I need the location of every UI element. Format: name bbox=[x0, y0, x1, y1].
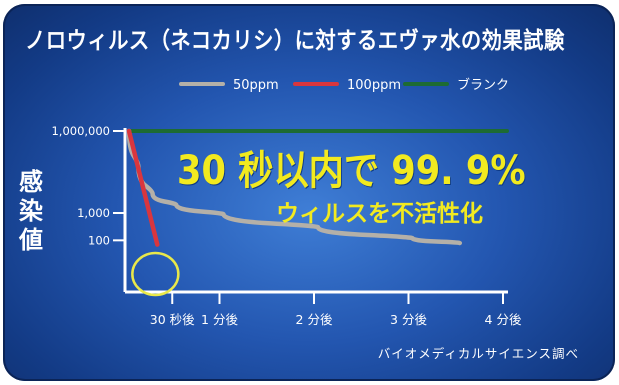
y-tick-label: 100 bbox=[88, 233, 110, 247]
legend-label-1: 100ppm bbox=[347, 78, 401, 93]
x-tick-label: 4 分後 bbox=[485, 312, 522, 327]
subheadline-text: ウィルスを不活性化 bbox=[276, 201, 483, 227]
y-tick-label: 1,000 bbox=[77, 206, 110, 220]
y-axis-label-char: 値 bbox=[18, 226, 43, 254]
series-lines bbox=[126, 128, 509, 247]
x-tick-label: 3 分後 bbox=[390, 312, 427, 327]
y-axis-label: 感染値 bbox=[18, 168, 43, 254]
chart-svg: 50ppm 100ppm ブランク 感染値 1,000,000 1,000 100 30 … bbox=[18, 77, 522, 327]
x-tick-label: 2 分後 bbox=[296, 312, 333, 327]
axes bbox=[123, 128, 508, 294]
highlight-circle-shape bbox=[131, 251, 180, 297]
y-tick-label: 1,000,000 bbox=[51, 124, 110, 138]
source-caption: バイオメディカルサイエンス調べ bbox=[377, 346, 579, 361]
chart-panel: ノロウィルス（ネコカリシ）に対するエヴァ水の効果試験 50ppm 100ppm ブラ… bbox=[3, 4, 615, 381]
legend-label-0: 50ppm bbox=[233, 78, 279, 93]
y-axis-label-char: 染 bbox=[19, 197, 43, 225]
x-tick-label: 1 分後 bbox=[201, 312, 238, 327]
legend-label-2: ブランク bbox=[457, 77, 509, 93]
y-axis-label-char: 感 bbox=[19, 168, 43, 196]
axis-ticks: 1,000,000 1,000 100 30 秒後 1 分後 2 分後 3 分後 4 分後 bbox=[51, 124, 521, 327]
chart-title: ノロウィルス（ネコカリシ）に対するエヴァ水の効果試験 bbox=[25, 28, 565, 54]
x-tick-label: 30 秒後 bbox=[150, 312, 195, 327]
headline-text: 30 秒以内で 99. 9% bbox=[177, 148, 526, 194]
legend: 50ppm 100ppm ブランク bbox=[179, 77, 509, 93]
highlight-circle bbox=[131, 251, 180, 297]
series-line-1 bbox=[126, 128, 160, 247]
